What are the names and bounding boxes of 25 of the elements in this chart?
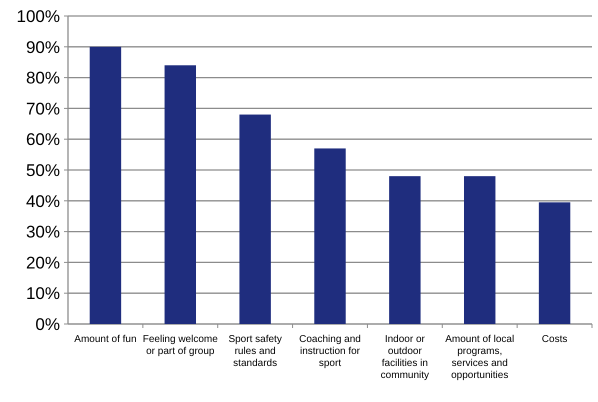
x-tick-label: Costs	[542, 334, 568, 345]
x-tick-label: Feeling welcome or part of group	[142, 334, 218, 357]
y-tick-label: 50%	[26, 160, 60, 180]
y-tick-label: 10%	[26, 284, 60, 304]
y-tick-label: 70%	[26, 99, 60, 118]
bar	[90, 46, 122, 324]
bar	[389, 176, 421, 324]
bar	[464, 176, 496, 324]
bar	[164, 65, 196, 324]
bar	[538, 202, 570, 324]
x-tick-label: Sport safety rules and standards	[228, 334, 282, 369]
y-tick-label: 20%	[26, 253, 60, 272]
y-tick-label: 90%	[26, 38, 60, 57]
y-tick-label: 100%	[16, 6, 60, 26]
y-tick-label: 40%	[26, 192, 60, 211]
x-tick-label: Amount of local programs, services and opportunities	[445, 334, 514, 381]
y-tick-label: 30%	[26, 222, 60, 242]
y-tick-label: 0%	[35, 314, 60, 334]
x-tick-label: Amount of fun	[74, 334, 137, 345]
y-tick-label: 80%	[26, 68, 60, 88]
x-tick-label: Indoor or outdoor facilities in community	[380, 334, 430, 381]
y-tick-label: 60%	[26, 130, 60, 150]
x-tick-label: Coaching and instruction for sport	[299, 334, 361, 369]
bar	[314, 148, 346, 324]
bar	[239, 114, 271, 324]
